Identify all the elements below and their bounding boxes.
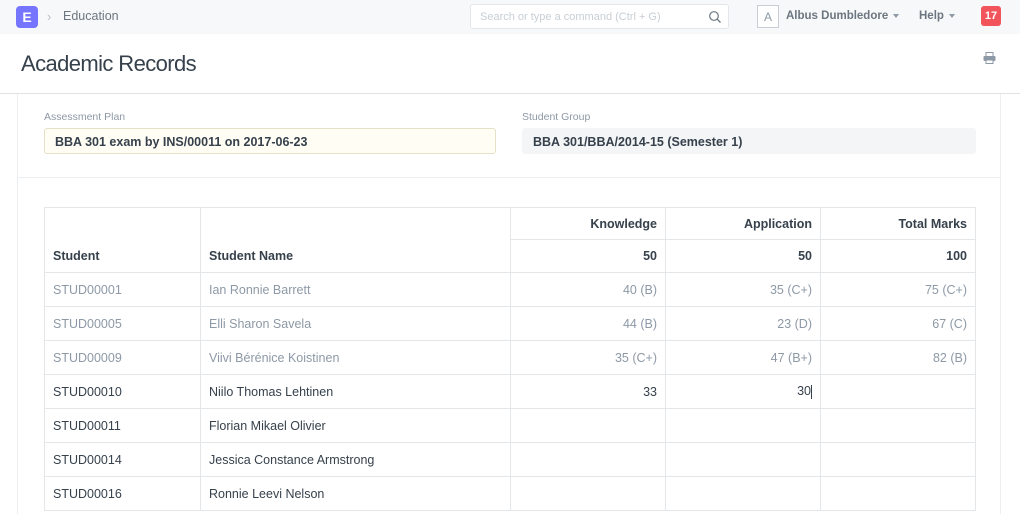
student-group-label: Student Group (522, 111, 591, 123)
student-group-field: BBA 301/BBA/2014-15 (Semester 1) (522, 128, 976, 154)
search-placeholder: Search or type a command (Ctrl + G) (480, 11, 661, 23)
student-name: Ian Ronnie Barrett (200, 272, 511, 307)
avatar[interactable]: A (757, 5, 779, 28)
user-menu[interactable]: Albus Dumbledore (786, 10, 900, 22)
print-icon[interactable] (983, 52, 996, 64)
assessment-plan-field[interactable]: BBA 301 exam by INS/00011 on 2017-06-23 (44, 128, 496, 154)
column-header-knowledge: Knowledge (510, 207, 666, 240)
table-row: STUD00001 Ian Ronnie Barrett 40 (B) 35 (… (44, 272, 976, 307)
student-id: STUD00009 (44, 340, 201, 375)
student-id: STUD00016 (44, 476, 201, 511)
student-name: Ronnie Leevi Nelson (200, 476, 511, 511)
breadcrumb-education[interactable]: Education (63, 9, 119, 23)
column-header-student-name: Student Name (200, 207, 511, 273)
knowledge-score-input[interactable] (510, 476, 666, 511)
total-score: 82 (B) (820, 340, 976, 375)
chevron-right-icon: › (47, 9, 52, 24)
total-score (820, 408, 976, 443)
table-row: STUD00009 Viivi Bérénice Koistinen 35 (C… (44, 340, 976, 375)
total-score (820, 476, 976, 511)
max-score-knowledge: 50 (510, 239, 666, 273)
total-score: 75 (C+) (820, 272, 976, 307)
notification-badge[interactable]: 17 (981, 6, 1001, 26)
column-header-application: Application (665, 207, 821, 240)
search-icon[interactable] (708, 10, 722, 24)
student-id: STUD00005 (44, 306, 201, 341)
student-id: STUD00001 (44, 272, 201, 307)
section-divider (18, 177, 1000, 178)
student-name: Jessica Constance Armstrong (200, 442, 511, 477)
application-score: 23 (D) (665, 306, 821, 341)
student-name: Niilo Thomas Lehtinen (200, 374, 511, 409)
page-title: Academic Records (21, 51, 197, 76)
table-row: STUD00005 Elli Sharon Savela 44 (B) 23 (… (44, 306, 976, 341)
search-input[interactable]: Search or type a command (Ctrl + G) (470, 4, 729, 29)
table-row: STUD00014 Jessica Constance Armstrong (44, 442, 976, 477)
caret-down-icon (948, 13, 955, 18)
table-row: STUD00010 Niilo Thomas Lehtinen 33 30 (44, 374, 976, 409)
header-row-max-score: 50 50 100 (45, 239, 976, 273)
knowledge-score: 44 (B) (510, 306, 666, 341)
student-name: Florian Mikael Olivier (200, 408, 511, 443)
student-id: STUD00011 (44, 408, 201, 443)
user-name: Albus Dumbledore (786, 10, 889, 22)
knowledge-score: 35 (C+) (510, 340, 666, 375)
column-header-student: Student (44, 207, 201, 273)
max-score-total: 100 (820, 239, 976, 273)
total-score (820, 374, 976, 409)
application-score-input[interactable] (665, 408, 821, 443)
caret-down-icon (893, 13, 900, 18)
application-score-input[interactable]: 30 (665, 374, 821, 409)
assessment-plan-label: Assessment Plan (44, 111, 126, 123)
student-id: STUD00010 (44, 374, 201, 409)
application-score: 47 (B+) (665, 340, 821, 375)
knowledge-score-input[interactable] (510, 442, 666, 477)
text-cursor (811, 384, 812, 399)
knowledge-score: 40 (B) (510, 272, 666, 307)
help-label: Help (919, 10, 944, 22)
application-score-value: 30 (797, 384, 811, 399)
max-score-application: 50 (665, 239, 821, 273)
help-menu[interactable]: Help (919, 10, 955, 22)
application-score-input[interactable] (665, 476, 821, 511)
navbar: E › Education Search or type a command (… (0, 0, 1020, 34)
app-logo[interactable]: E (16, 6, 38, 28)
total-score: 67 (C) (820, 306, 976, 341)
student-name: Viivi Bérénice Koistinen (200, 340, 511, 375)
table-row: STUD00016 Ronnie Leevi Nelson (44, 476, 976, 511)
knowledge-score-input[interactable] (510, 408, 666, 443)
student-name: Elli Sharon Savela (200, 306, 511, 341)
application-score-input[interactable] (665, 442, 821, 477)
header-row-criteria: Student Student Name Knowledge Applicati… (44, 207, 976, 273)
knowledge-score-input[interactable]: 33 (510, 374, 666, 409)
assessment-result-table: Student Student Name Knowledge Applicati… (44, 207, 976, 511)
table-row: STUD00011 Florian Mikael Olivier (44, 408, 976, 443)
column-header-total-marks: Total Marks (820, 207, 976, 240)
page-header: Academic Records (0, 34, 1020, 94)
student-id: STUD00014 (44, 442, 201, 477)
application-score: 35 (C+) (665, 272, 821, 307)
total-score (820, 442, 976, 477)
